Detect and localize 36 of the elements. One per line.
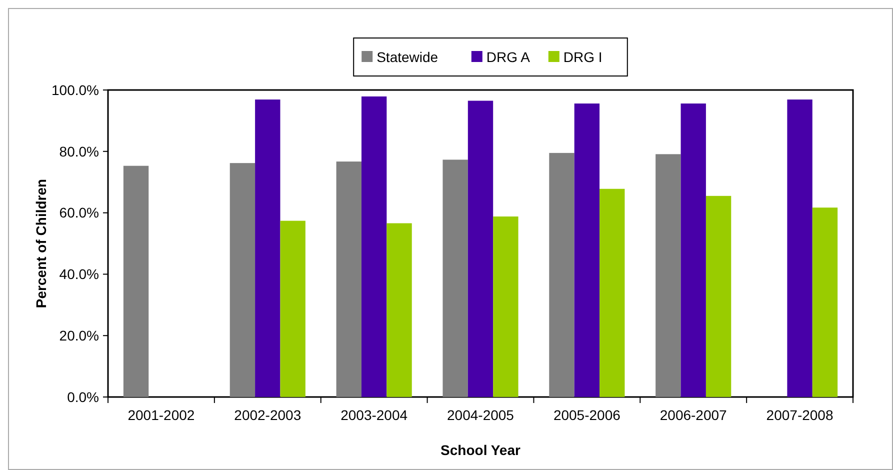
bar	[386, 223, 412, 397]
y-tick-label: 0.0%	[67, 388, 99, 405]
x-tick-label: 2002-2003	[234, 407, 302, 423]
bar	[680, 104, 706, 397]
x-tick-label: 2001-2002	[128, 407, 195, 423]
bar	[787, 100, 812, 397]
bar	[336, 162, 362, 397]
x-tick-label: 2006-2007	[660, 407, 728, 423]
bar	[493, 216, 518, 397]
bar	[230, 163, 256, 397]
x-tick-label: 2005-2006	[553, 407, 621, 423]
bar	[706, 196, 732, 397]
x-tick-label: 2007-2008	[766, 407, 834, 423]
bar	[812, 208, 838, 397]
bar	[600, 188, 625, 397]
x-axis-title: School Year	[440, 442, 521, 458]
y-tick-label: 20.0%	[59, 328, 99, 344]
legend-label: Statewide	[376, 48, 438, 65]
x-tick-label: 2004-2005	[447, 407, 514, 423]
bar	[280, 220, 306, 397]
legend-label: DRG I	[563, 48, 602, 65]
y-tick-label: 80.0%	[59, 143, 99, 160]
bar	[361, 96, 387, 397]
y-axis-title: Percent of Children	[33, 178, 49, 308]
y-tick-label: 60.0%	[59, 204, 99, 221]
bar	[255, 100, 280, 397]
legend-label: DRG A	[486, 48, 531, 65]
x-tick-label: 2003-2004	[340, 407, 408, 423]
y-tick-label: 40.0%	[59, 266, 99, 282]
bar	[468, 100, 494, 397]
bar	[123, 166, 149, 397]
bar	[574, 104, 600, 397]
y-tick-label: 100.0%	[52, 82, 99, 98]
bar	[442, 160, 468, 397]
bar	[549, 152, 574, 397]
bar	[656, 154, 681, 397]
